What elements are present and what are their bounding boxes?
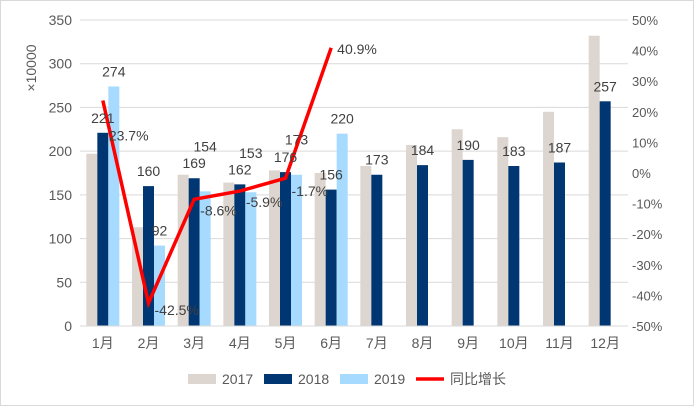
y2-tick-label: 10% [632, 135, 658, 150]
growth-label: 23.7% [109, 127, 149, 143]
bar-2019 [199, 191, 211, 326]
bar-2018 [371, 174, 383, 326]
y2-tick-label: -50% [632, 319, 663, 334]
bar-2019 [245, 192, 257, 326]
data-label-2018: 183 [502, 143, 526, 159]
bar-2017 [360, 166, 372, 326]
y2-tick-label: 50% [632, 13, 658, 28]
data-label-2019: 153 [239, 145, 263, 161]
growth-line [101, 47, 333, 309]
y2-tick-label: -20% [632, 227, 663, 242]
x-tick-label: 4月 [229, 335, 251, 351]
x-tick-label: 6月 [320, 335, 342, 351]
data-label-2018: 221 [91, 110, 115, 126]
data-label-2019: 274 [102, 63, 126, 79]
x-tick-label: 9月 [457, 335, 479, 351]
y-tick-label: 0 [64, 318, 72, 334]
legend-swatch-2019 [340, 374, 368, 384]
bar-2017 [314, 173, 326, 326]
bar-2017 [223, 182, 235, 326]
x-tick-label: 10月 [499, 335, 529, 351]
y-tick-label: 150 [49, 187, 73, 203]
y2-tick-label: 30% [632, 74, 658, 89]
bar-2018 [143, 186, 154, 326]
data-label-2018: 156 [319, 167, 343, 183]
y-tick-label: 350 [49, 12, 73, 28]
y-tick-label: 300 [49, 56, 73, 72]
bar-2018 [97, 132, 109, 326]
data-label-2018: 190 [456, 137, 480, 153]
growth-label: -42.5% [155, 302, 199, 318]
y-tick-label: 200 [49, 143, 73, 159]
data-label-2018: 160 [137, 163, 161, 179]
bar-2018 [417, 165, 428, 326]
y-tick-label: 100 [49, 231, 73, 247]
y2-tick-label: -40% [632, 288, 663, 303]
bar-2017 [132, 227, 143, 326]
bar-2017 [451, 129, 463, 326]
data-label-2019: 154 [193, 138, 217, 154]
bar-2017 [406, 145, 417, 326]
bar-2018 [462, 159, 474, 326]
data-label-2018: 187 [548, 140, 572, 156]
data-label-2018: 257 [593, 78, 617, 94]
bar-2017 [86, 153, 98, 326]
bar-2017 [497, 137, 509, 326]
bar-2018 [508, 166, 520, 326]
growth-label: 40.9% [337, 41, 377, 57]
x-tick-label: 11月 [545, 335, 574, 351]
bar-2019 [291, 174, 302, 326]
x-tick-label: 1月 [92, 335, 114, 351]
legend-swatch-2017 [188, 374, 216, 384]
legend-swatch-2018 [264, 374, 292, 384]
y2-tick-label: 40% [632, 44, 658, 59]
growth-label: -8.6% [200, 202, 237, 218]
bar-2019 [336, 133, 348, 326]
legend-label: 2017 [222, 371, 253, 387]
data-label-2019: 92 [152, 223, 168, 239]
y2-tick-label: 0% [632, 166, 651, 181]
bar-2019 [154, 245, 165, 326]
data-label-2018: 176 [274, 149, 298, 165]
x-tick-label: 12月 [590, 335, 620, 351]
data-label-2018: 184 [411, 142, 435, 158]
legend-label: 同比增长 [450, 371, 506, 387]
y2-tick-label: 20% [632, 105, 658, 120]
x-tick-label: 3月 [183, 335, 205, 351]
x-tick-label: 5月 [275, 335, 297, 351]
legend-label: 2019 [374, 371, 405, 387]
bar-2018 [554, 162, 565, 326]
legend-label: 2018 [298, 371, 329, 387]
bar-2018 [188, 178, 200, 326]
bar-2017 [269, 170, 280, 326]
data-label-2018: 162 [228, 161, 252, 177]
bar-2017 [177, 174, 189, 326]
y2-tick-label: -10% [632, 197, 663, 212]
bar-2018 [280, 172, 291, 326]
growth-label: -1.7% [292, 183, 329, 199]
x-tick-label: 8月 [412, 335, 434, 351]
y-tick-label: 50 [56, 274, 72, 290]
data-label-2018: 169 [182, 155, 206, 171]
y-tick-label: 250 [49, 99, 73, 115]
data-label-2019: 220 [330, 111, 354, 127]
bar-2018 [599, 101, 611, 327]
bar-2017 [543, 111, 554, 326]
bar-2019 [108, 86, 120, 327]
data-label-2018: 173 [365, 152, 389, 168]
bar-2017 [588, 35, 600, 326]
bar-2018 [234, 184, 246, 326]
data-label-2019: 173 [285, 132, 309, 148]
x-tick-label: 2月 [138, 335, 160, 351]
y-axis-label: ×10000 [23, 44, 39, 91]
bar-2018 [325, 189, 337, 326]
x-tick-label: 7月 [366, 335, 388, 351]
y2-tick-label: -30% [632, 258, 663, 273]
growth-label: -5.9% [246, 194, 283, 210]
